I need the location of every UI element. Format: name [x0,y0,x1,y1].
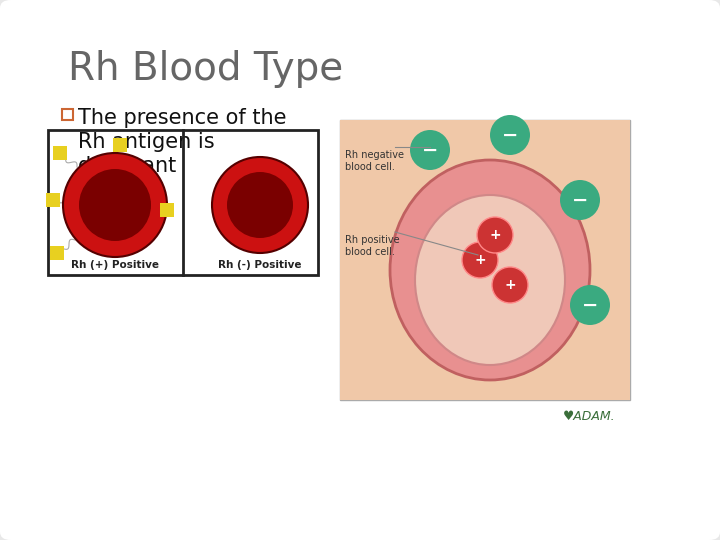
FancyBboxPatch shape [160,203,174,217]
Circle shape [410,130,450,170]
Circle shape [570,285,610,325]
FancyBboxPatch shape [53,146,67,160]
Text: −: − [422,140,438,159]
FancyBboxPatch shape [50,246,64,260]
Text: −: − [582,295,598,314]
Circle shape [560,180,600,220]
FancyBboxPatch shape [46,193,60,207]
Circle shape [212,157,308,253]
Text: ♥ADAM.: ♥ADAM. [562,410,615,423]
Text: +: + [474,253,486,267]
Text: Rh negative
blood cell.: Rh negative blood cell. [345,150,404,172]
Text: dominant: dominant [78,156,177,176]
Text: −: − [502,125,518,145]
Circle shape [63,153,167,257]
Text: +: + [489,228,501,242]
Circle shape [462,242,498,278]
FancyBboxPatch shape [48,130,318,275]
Ellipse shape [415,195,565,365]
FancyBboxPatch shape [340,120,630,400]
Circle shape [227,172,293,238]
Text: Rh (-) Positive: Rh (-) Positive [218,260,302,270]
Circle shape [79,169,151,241]
Ellipse shape [390,160,590,380]
Text: Rh antigen is: Rh antigen is [78,132,215,152]
Circle shape [477,217,513,253]
FancyBboxPatch shape [340,120,630,400]
Text: Rh Blood Type: Rh Blood Type [68,50,343,88]
Text: The presence of the: The presence of the [78,108,287,128]
Circle shape [492,267,528,303]
FancyBboxPatch shape [113,138,127,152]
Text: Rh positive
blood cell.: Rh positive blood cell. [345,235,400,258]
Circle shape [490,115,530,155]
Text: +: + [504,278,516,292]
Text: −: − [572,191,588,210]
Text: Rh (+) Positive: Rh (+) Positive [71,260,159,270]
